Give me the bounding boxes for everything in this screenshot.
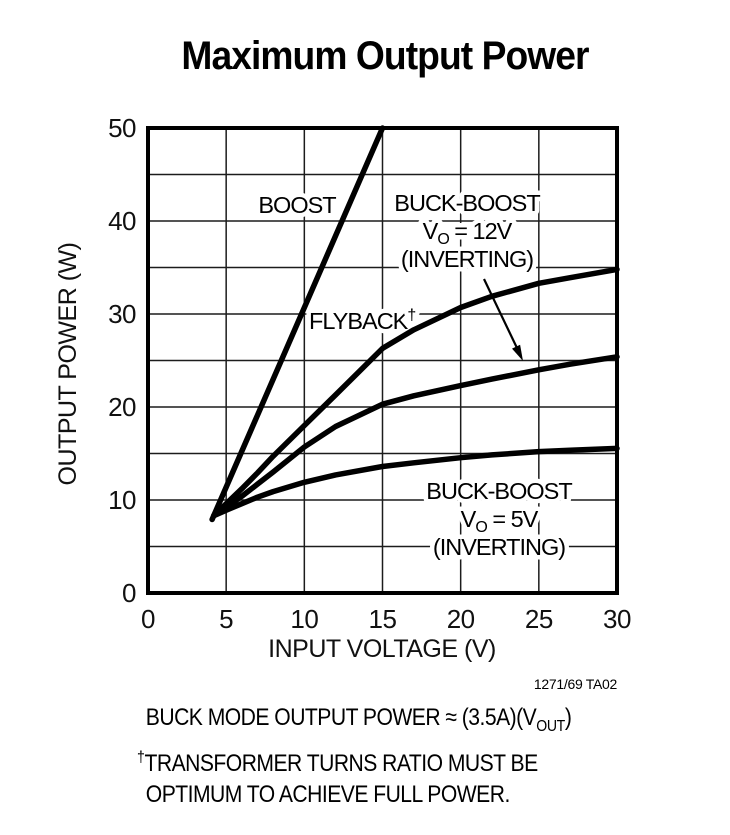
y-tick-50: 50 — [108, 113, 136, 143]
label-buck-boost-12v-line3: (INVERTING) — [401, 246, 533, 272]
label-buck-boost-12v-line2: VO = 12V — [423, 218, 513, 248]
x-tick-5: 5 — [219, 604, 233, 634]
x-tick-10: 10 — [290, 604, 318, 634]
x-tick-20: 20 — [447, 604, 475, 634]
curve-buck-boost-vo-5v-inverting — [210, 445, 620, 519]
curve-boost — [209, 125, 386, 523]
grid-layer — [148, 128, 617, 593]
curve-buck-boost-vo-12v-inverting — [210, 354, 620, 519]
note-buck-mode: BUCK MODE OUTPUT POWER ≈ (3.5A)(VOUT) — [145, 704, 572, 735]
curve-layer — [209, 125, 620, 523]
y-tick-20: 20 — [108, 392, 136, 422]
x-tick-15: 15 — [369, 604, 397, 634]
axis-tick-labels: 0 5 10 15 20 25 30 0 10 20 30 40 50 — [108, 113, 631, 634]
y-tick-30: 30 — [108, 299, 136, 329]
y-tick-0: 0 — [122, 578, 136, 608]
label-buck-boost-5v-line2: VO = 5V — [461, 506, 539, 536]
curve-labels: BOOST BUCK-BOOST VO = 12V (INVERTING) FL… — [254, 186, 578, 565]
y-tick-10: 10 — [108, 485, 136, 515]
buck-boost-12v-pointer-arrow — [483, 278, 523, 361]
label-buck-boost-5v-line1: BUCK-BOOST — [426, 478, 572, 504]
dagger-icon: † — [137, 748, 145, 766]
x-tick-30: 30 — [603, 604, 631, 634]
note-optimum: OPTIMUM TO ACHIEVE FULL POWER. — [145, 780, 511, 808]
x-tick-25: 25 — [525, 604, 553, 634]
note-transformer: †TRANSFORMER TURNS RATIO MUST BE — [137, 748, 538, 777]
label-buck-boost-12v-line1: BUCK-BOOST — [394, 190, 540, 216]
label-flyback: FLYBACK† — [309, 307, 415, 334]
y-tick-40: 40 — [108, 206, 136, 236]
x-axis-title: INPUT VOLTAGE (V) — [268, 635, 496, 663]
figure-reference: 1271/69 TA02 — [533, 676, 617, 692]
label-buck-boost-5v-line3: (INVERTING) — [433, 534, 565, 560]
arrow-head — [512, 344, 523, 361]
vout-subscript: OUT — [536, 717, 565, 735]
x-tick-0: 0 — [141, 604, 155, 634]
label-boost: BOOST — [258, 192, 336, 218]
footnotes: BUCK MODE OUTPUT POWER ≈ (3.5A)(VOUT) †T… — [137, 702, 595, 810]
y-axis-title: OUTPUT POWER (W) — [54, 243, 82, 486]
arrow-shaft — [483, 278, 518, 349]
chart-title: Maximum Output Power — [181, 34, 589, 78]
curve-flyback — [210, 266, 620, 519]
